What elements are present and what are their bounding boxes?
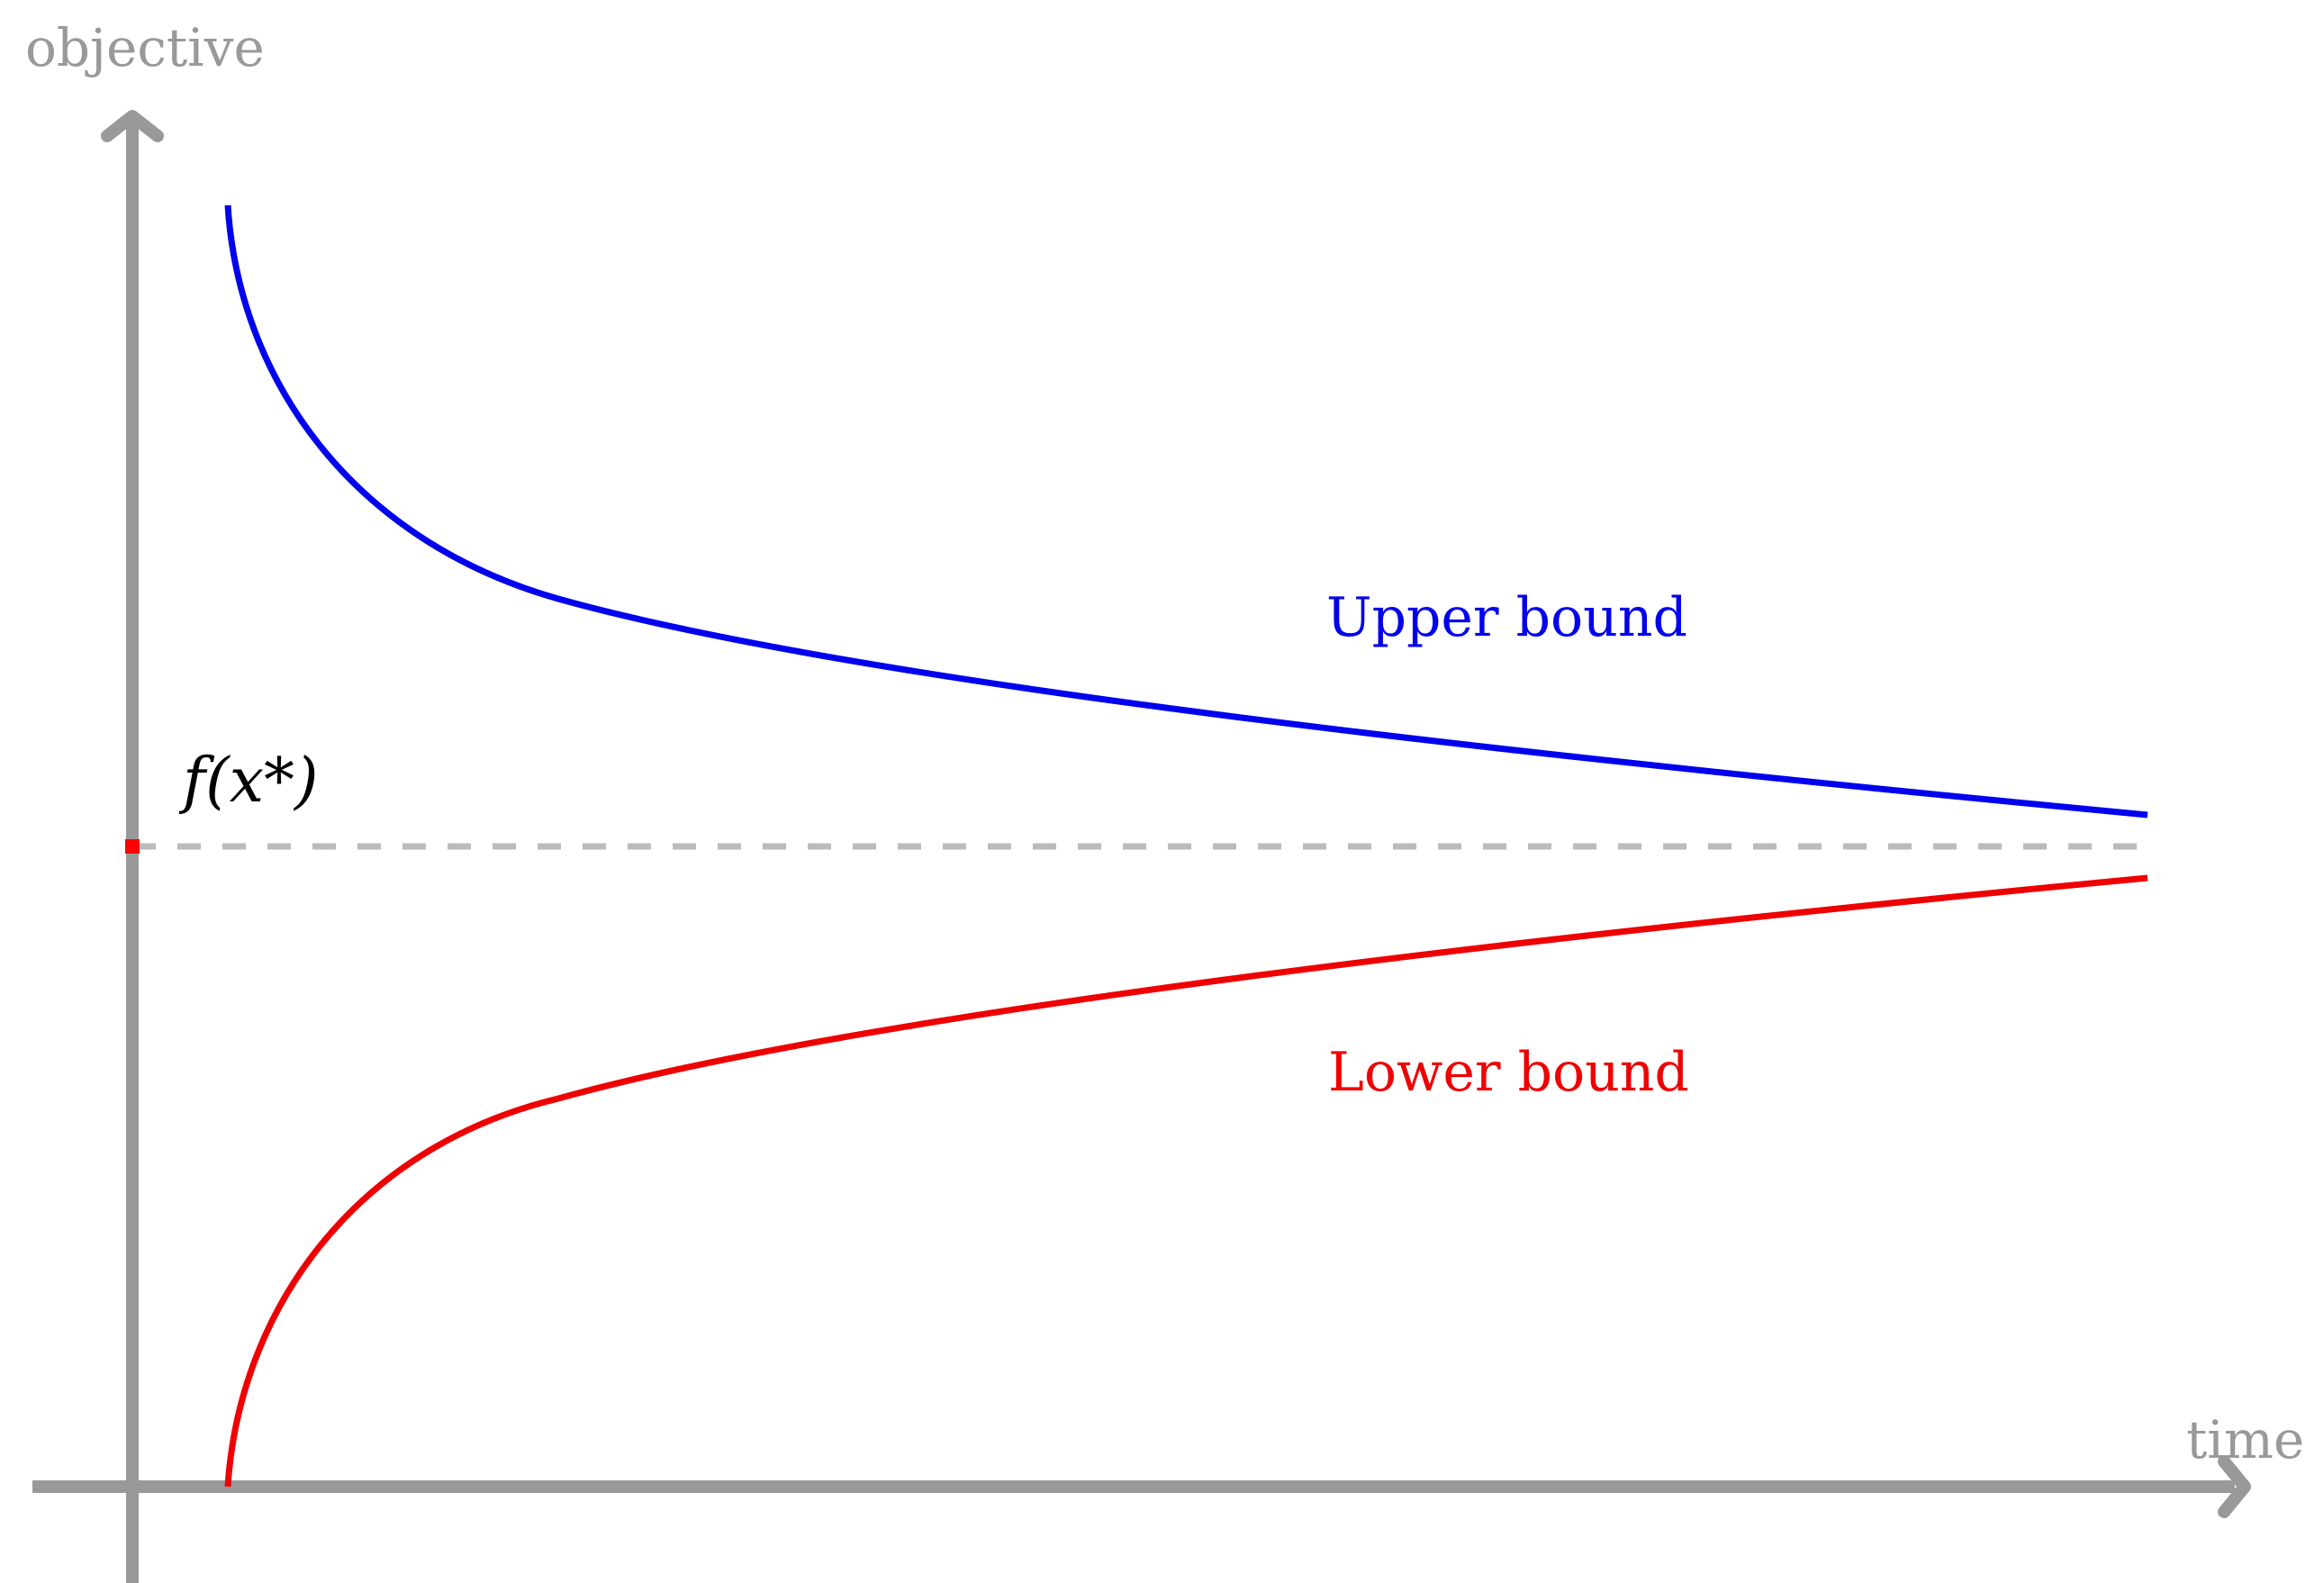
optimum-marker bbox=[125, 839, 140, 854]
x-axis-arrowhead bbox=[2218, 1455, 2251, 1518]
lower-bound-curve bbox=[224, 874, 2148, 1488]
y-axis-arrowhead bbox=[101, 110, 164, 142]
y-axis-label: objective bbox=[25, 17, 265, 78]
upper-bound-curve bbox=[224, 204, 2148, 819]
optimum-label: f(x*) bbox=[178, 746, 319, 817]
upper-bound-label: Upper bound bbox=[1326, 586, 1687, 649]
x-axis-label: time bbox=[2186, 1409, 2304, 1470]
lower-bound-label: Lower bound bbox=[1328, 1041, 1689, 1104]
